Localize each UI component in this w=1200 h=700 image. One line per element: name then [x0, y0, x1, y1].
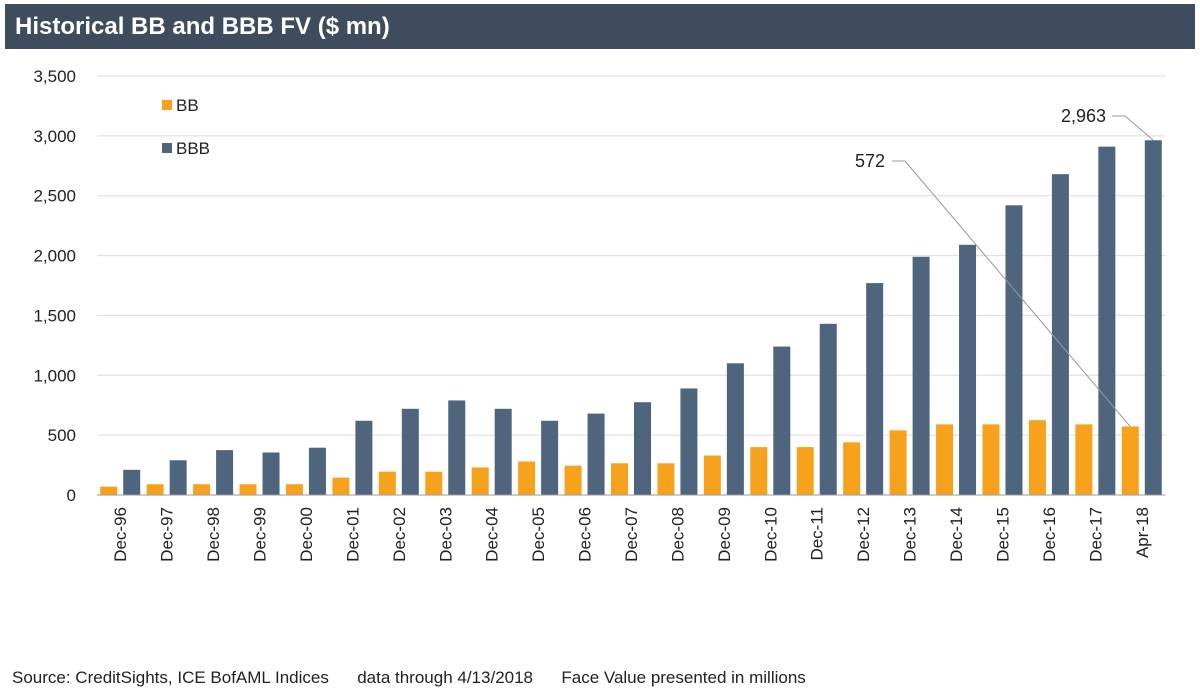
x-tick-label: Dec-03 [436, 507, 455, 562]
bar-bb [285, 484, 303, 495]
bar-bbb [308, 447, 326, 495]
x-tick-label: Dec-08 [668, 507, 687, 562]
x-tick-label: Dec-12 [854, 507, 873, 562]
x-tick-label: Dec-09 [715, 507, 734, 562]
x-tick-label: Dec-00 [297, 507, 316, 562]
bar-bbb [1005, 205, 1023, 495]
bar-bbb [726, 363, 744, 495]
x-tick-label: Dec-05 [529, 507, 548, 562]
x-tick-label: Dec-04 [483, 507, 502, 562]
bar-bb [611, 463, 628, 495]
legend-label-bb: BB [176, 96, 199, 115]
bar-bbb [634, 402, 651, 495]
bar-bbb [123, 469, 141, 495]
bar-bb [518, 461, 536, 495]
x-tick-label: Dec-13 [901, 507, 920, 562]
title-bar: Historical BB and BBB FV ($ mn) [5, 4, 1195, 49]
x-tick-label: Dec-10 [761, 507, 780, 562]
y-tick-label: 1,000 [33, 366, 76, 385]
x-tick-label: Dec-16 [1040, 507, 1059, 562]
bar-bb [100, 486, 118, 495]
bar-bbb [1144, 140, 1162, 495]
x-tick-label: Dec-17 [1086, 507, 1105, 562]
bar-chart: 0 500 1,000 1,500 2,000 2,500 3,000 3,500 Dec-96… [33, 67, 1165, 562]
bar-bb [750, 447, 768, 495]
y-tick-label: 2,000 [33, 247, 76, 266]
y-tick-label: 2,500 [33, 187, 76, 206]
bar-bb [1121, 426, 1139, 495]
bar-bb [1075, 424, 1093, 495]
bar-bb [471, 467, 489, 495]
x-tick-label: Dec-98 [204, 507, 223, 562]
x-tick-label: Dec-15 [993, 507, 1012, 562]
bar-bb [936, 424, 954, 495]
bar-bb [425, 471, 443, 495]
bar-bbb [912, 256, 930, 495]
x-tick-label: Dec-01 [343, 507, 362, 562]
annotation-leader-bb [892, 160, 1131, 427]
face-value-note: Face Value presented in millions [561, 668, 806, 687]
bar-bbb [541, 420, 559, 495]
y-tick-label: 500 [48, 426, 76, 445]
bar-bbb [819, 323, 837, 495]
chart-title: Historical BB and BBB FV ($ mn) [15, 13, 390, 40]
bar-bbb [1098, 146, 1116, 495]
bar-bb [703, 455, 721, 495]
x-tick-label: Apr-18 [1133, 507, 1152, 558]
annotation-leader-bbb [1112, 115, 1154, 141]
bar-bb [146, 484, 164, 495]
bar-bb [843, 442, 861, 495]
annotation-bbb: 2,963 [1061, 106, 1106, 126]
bar-bbb [401, 408, 419, 495]
legend-label-bbb: BBB [176, 139, 210, 158]
footer: Source: CreditSights, ICE BofAML Indices… [12, 668, 806, 688]
bar-bbb [216, 450, 234, 495]
x-tick-label: Dec-11 [808, 507, 827, 561]
x-tick-label: Dec-07 [622, 507, 641, 562]
source-note: Source: CreditSights, ICE BofAML Indices [12, 668, 329, 687]
x-tick-label: Dec-96 [111, 507, 130, 562]
x-tick-label: Dec-14 [947, 507, 966, 562]
bar-bb [889, 430, 907, 495]
bar-bb [332, 477, 350, 495]
bar-bbb [448, 400, 466, 495]
legend-swatch-bbb [162, 143, 172, 153]
bar-bb [796, 447, 814, 495]
y-tick-label: 3,000 [33, 127, 76, 146]
bar-bbb [587, 413, 605, 495]
bar-bbb [262, 452, 280, 495]
bar-bbb [1051, 174, 1069, 495]
bar-bb [1028, 420, 1046, 495]
bar-bbb [680, 388, 698, 495]
bar-bb [239, 484, 257, 495]
data-through-note: data through 4/13/2018 [357, 668, 534, 687]
bar-bbb [866, 283, 884, 495]
y-tick-label: 0 [67, 486, 76, 505]
annotation-bb: 572 [855, 151, 885, 171]
bar-bb [657, 463, 675, 495]
bar-bbb [355, 420, 373, 495]
bar-bbb [494, 408, 512, 495]
x-tick-label: Dec-02 [390, 507, 409, 562]
bar-bb [564, 465, 582, 495]
y-tick-label: 1,500 [33, 306, 76, 325]
legend-swatch-bb [162, 100, 172, 110]
bar-bbb [959, 244, 977, 495]
bar-bbb [773, 346, 791, 495]
bar-bbb [169, 460, 187, 495]
y-tick-label: 3,500 [33, 67, 76, 86]
x-tick-label: Dec-99 [251, 507, 270, 562]
bar-bb [193, 484, 211, 495]
bar-bb [378, 471, 396, 495]
bar-bb [982, 424, 1000, 495]
x-tick-label: Dec-97 [158, 507, 177, 562]
x-tick-label: Dec-06 [576, 507, 595, 562]
